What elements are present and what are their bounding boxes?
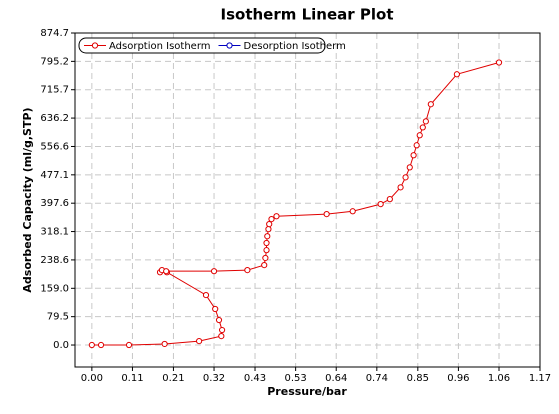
data-point (161, 340, 168, 348)
x-axis-label: Pressure/bar (267, 385, 347, 398)
chart-title: Isotherm Linear Plot (221, 6, 394, 24)
data-point (125, 341, 133, 349)
data-point (264, 233, 271, 240)
y-tick-label: 0.0 (53, 340, 69, 351)
data-point (453, 71, 460, 78)
data-point (262, 254, 269, 262)
data-point (212, 305, 219, 313)
x-tick-label: 0.85 (407, 373, 429, 384)
x-tick-label: 0.64 (325, 373, 347, 384)
data-point (265, 225, 272, 233)
x-tick-label: 0.32 (203, 373, 225, 384)
data-point (349, 208, 356, 215)
x-tick-label: 0.00 (81, 373, 103, 384)
data-point (210, 268, 218, 275)
data-point (97, 341, 105, 349)
legend-label: Adsorption Isotherm (109, 41, 211, 52)
data-point (413, 142, 420, 149)
y-tick-label: 636.2 (40, 113, 69, 124)
data-point (268, 216, 275, 223)
x-tick-label: 0.96 (447, 373, 469, 384)
data-point (218, 333, 225, 340)
legend-box (78, 37, 326, 54)
x-tick-label: 1.17 (529, 373, 551, 384)
data-point (410, 152, 417, 159)
data-point (427, 101, 434, 108)
data-point (215, 316, 223, 324)
y-axis-label: Adsorbed Capacity (ml/g,STP) (21, 107, 34, 292)
x-tick-label: 0.53 (284, 373, 306, 384)
y-tick-label: 795.2 (40, 56, 69, 67)
data-point (261, 262, 268, 269)
data-point (323, 211, 330, 218)
data-point (263, 239, 270, 247)
y-tick-label: 874.7 (40, 28, 69, 39)
data-point (244, 267, 251, 274)
legend-marker (91, 42, 99, 49)
x-tick-label: 0.43 (244, 373, 266, 384)
x-tick-label: 1.06 (488, 373, 510, 384)
y-tick-label: 318.1 (40, 227, 69, 238)
x-tick-label: 0.11 (121, 373, 143, 384)
data-point (202, 291, 210, 299)
data-point (88, 341, 95, 349)
y-tick-label: 79.5 (47, 312, 69, 323)
plot-frame (74, 32, 541, 368)
data-point (377, 201, 384, 208)
legend-label: Desorption Isotherm (244, 41, 346, 52)
data-point (263, 247, 270, 254)
data-point (406, 164, 413, 171)
y-tick-label: 477.1 (40, 170, 69, 181)
data-point (273, 213, 280, 220)
x-tick-label: 0.74 (366, 373, 388, 384)
series-line (91, 62, 500, 346)
y-tick-label: 715.7 (40, 85, 69, 96)
y-tick-label: 159.0 (40, 283, 69, 294)
x-tick-label: 0.21 (162, 373, 184, 384)
legend-marker (226, 42, 233, 49)
y-tick-label: 238.6 (40, 255, 69, 266)
data-point (218, 326, 226, 334)
data-point (422, 118, 429, 125)
data-point (386, 196, 393, 203)
y-tick-label: 556.6 (40, 141, 69, 152)
data-point (416, 132, 423, 139)
data-point (402, 174, 409, 181)
y-tick-label: 397.6 (40, 198, 69, 209)
data-point (419, 124, 426, 131)
data-point (196, 338, 203, 345)
data-point (163, 268, 170, 275)
data-point (266, 220, 273, 228)
data-point (495, 59, 503, 66)
data-point (397, 184, 404, 191)
